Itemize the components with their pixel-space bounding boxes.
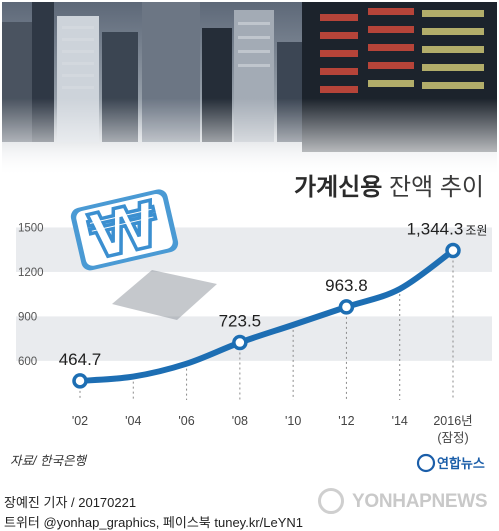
city-skyline-photo [2,2,497,177]
watermark-circle-icon [318,488,344,514]
line-chart: 600 900 1200 1500 '02 '04 '06 '08 '10 '12 '14 2016… [10,174,492,473]
x-tick-label: '02 [72,414,88,428]
data-point [232,334,248,351]
chart-title-rest: 잔액 추이 [382,174,484,201]
source-label: 자료/ 한국은행 [10,454,87,468]
chart-title: 가계신용 잔액 추이 [294,174,484,201]
y-tick-label: 600 [18,356,37,368]
x-tick-label: '06 [178,414,194,428]
x-axis: '02 '04 '06 '08 '10 '12 '14 2016년 (잠정) [72,414,473,445]
logo-text: 연합뉴스 [437,456,485,471]
data-point [72,373,88,389]
data-label-unit: 조원 [465,224,487,238]
yonhap-logo: 연합뉴스 [416,453,485,473]
x-tick-label: 2016년 [433,414,472,428]
x-tick-note: (잠정) [437,431,468,445]
won-symbol-icon: ₩ [70,185,217,320]
x-tick-label: '10 [285,414,301,428]
x-tick-label: '08 [232,414,248,428]
x-tick-label: '14 [392,414,408,428]
data-markers [72,242,461,389]
series-line [77,247,456,384]
data-label: 1,344.3 조원 [407,220,488,239]
data-point [338,299,355,315]
data-labels: 464.7 723.5 963.8 1,344.3 조원 [59,220,488,369]
chart-title-bold: 가계신용 [294,174,382,201]
data-label: 963.8 [325,276,368,295]
x-tick-label: '04 [125,414,141,428]
watermark-text: YONHAPNEWS [352,491,488,512]
watermark: YONHAPNEWS [318,488,490,518]
y-tick-label: 900 [18,311,37,323]
reporter-credit: 장예진 기자 / 20170221 [4,495,137,510]
svg-text:₩: ₩ [83,187,166,274]
data-label: 723.5 [219,312,262,331]
infographic-card: 600 900 1200 1500 '02 '04 '06 '08 '10 '12 '14 2016… [2,2,497,485]
y-axis: 600 900 1200 1500 [18,222,44,367]
y-tick-label: 1200 [18,267,44,279]
sns-credit: 트위터 @yonhap_graphics, 페이스북 tuney.kr/LeYN… [4,515,304,530]
guide-lines [79,250,454,400]
x-tick-label: '12 [338,414,354,428]
data-label: 464.7 [59,350,102,369]
y-tick-label: 1500 [18,222,44,234]
data-point [445,242,461,259]
